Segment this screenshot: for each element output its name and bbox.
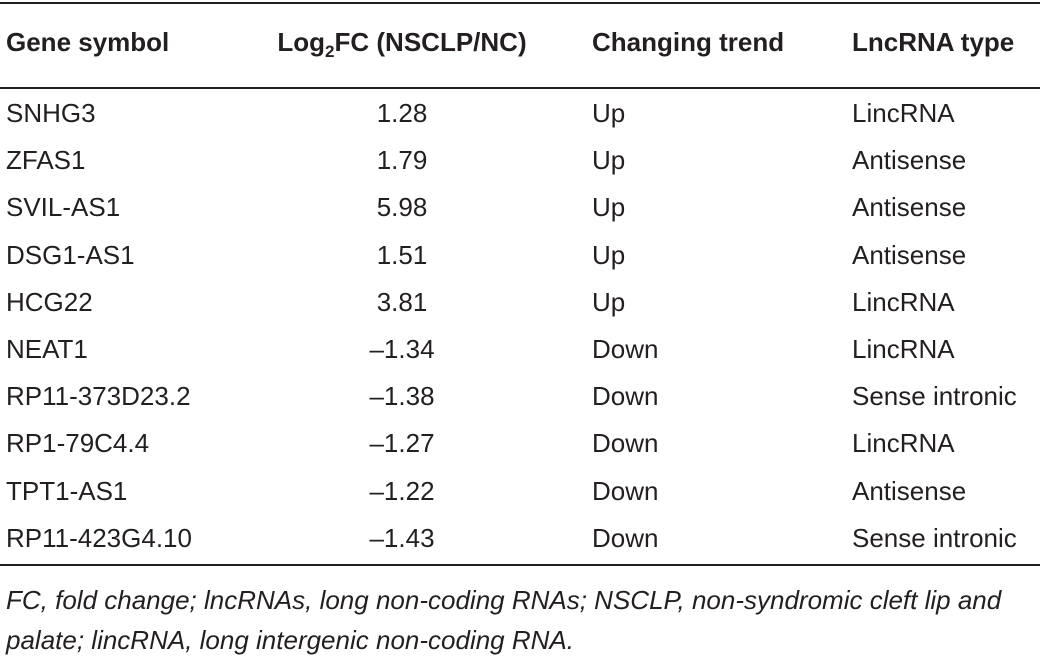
table-cell: Down (592, 334, 659, 364)
table-cell: Antisense (852, 475, 967, 506)
table-cell: LincRNA (852, 334, 955, 364)
table-cell: Sense intronic (852, 522, 1017, 553)
footnote: FC, fold change; lncRNAs, long non-codin… (6, 585, 1002, 655)
header-text: Log (277, 27, 326, 57)
header-cell: Log2FC (NSCLP/NC) (277, 27, 527, 60)
table-cell: ZFAS1 (6, 145, 86, 176)
table-cell: Up (592, 239, 626, 270)
table-cell: SVIL-AS1 (6, 192, 121, 223)
table-cell: Down (592, 381, 659, 412)
table-cell: –1.22 (369, 475, 435, 506)
table-cell: 3.81 (376, 286, 428, 317)
header-cell: Gene symbol (6, 27, 170, 57)
table-cell: 1.79 (376, 145, 428, 176)
table-cell: –1.34 (369, 334, 435, 364)
table-cell: Antisense (852, 239, 967, 270)
table-cell: Antisense (852, 192, 967, 223)
table-cell: –1.38 (369, 381, 435, 412)
table-cell: 1.28 (376, 98, 428, 128)
table-cell: Down (592, 475, 659, 506)
table-cell: LincRNA (852, 98, 955, 128)
table-cell: Antisense (852, 145, 967, 176)
table-cell: RP11-423G4.10 (6, 522, 192, 553)
bottom-rule (0, 564, 1040, 566)
table-cell: –1.43 (369, 522, 435, 553)
table-cell: LincRNA (852, 286, 955, 317)
top-rule (0, 2, 1040, 4)
table-cell: HCG22 (6, 286, 93, 317)
table-cell: Down (592, 522, 659, 553)
table-cell: 1.51 (376, 239, 428, 270)
table-cell: SNHG3 (6, 98, 96, 128)
table-cell: Sense intronic (852, 381, 1017, 412)
table-cell: Down (592, 428, 659, 459)
table-cell: Up (592, 286, 626, 317)
table-cell: –1.27 (369, 428, 435, 459)
header-rule (0, 87, 1040, 89)
table-cell: RP1-79C4.4 (6, 428, 150, 459)
table-cell: NEAT1 (6, 334, 88, 364)
table-cell: Up (592, 98, 626, 128)
table-cell: RP11-373D23.2 (6, 381, 191, 412)
header-text: FC (NSCLP/NC) (334, 27, 527, 57)
header-subscript: 2 (325, 42, 335, 61)
table-cell: TPT1-AS1 (6, 475, 128, 506)
table-cell: 5.98 (376, 192, 428, 223)
table-cell: Up (592, 145, 626, 176)
table-cell: LincRNA (852, 428, 955, 459)
table-cell: DSG1-AS1 (6, 239, 135, 270)
header-cell: LncRNA type (852, 27, 1015, 57)
header-cell: Changing trend (592, 27, 785, 57)
table-cell: Up (592, 192, 626, 223)
